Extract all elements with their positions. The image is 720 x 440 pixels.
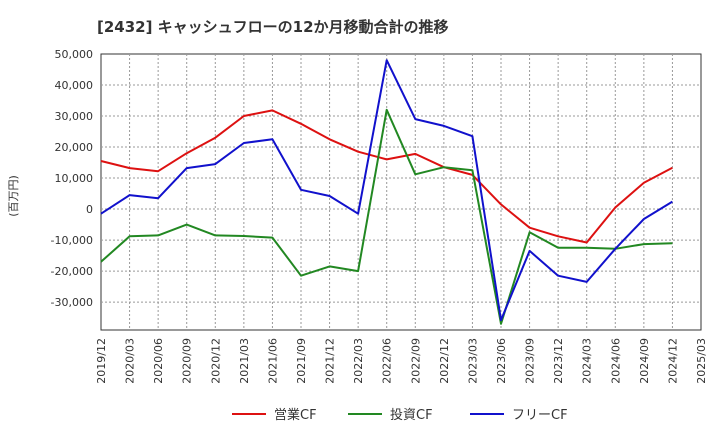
x-tick-label: 2020/09 <box>181 338 194 384</box>
x-tick-label: 2020/03 <box>124 338 137 384</box>
x-tick-label: 2022/06 <box>381 338 394 384</box>
x-tick-label: 2023/09 <box>524 338 537 384</box>
x-tick-label: 2024/09 <box>638 338 651 384</box>
x-tick-label: 2020/12 <box>209 338 222 384</box>
y-tick-label: 0 <box>86 203 93 216</box>
x-tick-label: 2024/12 <box>666 338 679 384</box>
y-tick-labels: 50,000 40,000 30,000 20,000 10,000 0 -10,000 -2… <box>51 48 93 309</box>
series-line <box>100 59 673 322</box>
x-tick-label: 2025/03 <box>695 338 708 384</box>
x-tick-label: 2023/03 <box>466 338 479 384</box>
x-tick-label: 2021/06 <box>266 338 279 384</box>
y-tick-label: 40,000 <box>55 79 94 92</box>
y-tick-label: 10,000 <box>55 172 94 185</box>
legend-label: 営業CF <box>274 407 317 423</box>
plot-frame <box>100 53 702 331</box>
series-line <box>100 109 673 244</box>
x-tick-label: 2024/06 <box>609 338 622 384</box>
series-lines <box>100 59 673 325</box>
grid-lines <box>101 54 701 330</box>
y-tick-label: 20,000 <box>55 141 94 154</box>
y-tick-label: 50,000 <box>55 48 94 61</box>
x-tick-label: 2019/12 <box>95 338 108 384</box>
y-tick-label: -30,000 <box>51 296 93 309</box>
y-axis-label: (百万円) <box>7 175 20 217</box>
x-tick-label: 2021/03 <box>238 338 251 384</box>
legend-label: フリーCF <box>512 408 568 423</box>
y-tick-label: -20,000 <box>51 265 93 278</box>
x-tick-label: 2023/12 <box>552 338 565 384</box>
x-tick-labels: 2019/12 2020/03 2020/06 2020/09 2020/12 2021/… <box>95 338 708 384</box>
series-line <box>100 108 673 325</box>
x-tick-label: 2021/09 <box>295 338 308 384</box>
x-tick-label: 2023/06 <box>495 338 508 384</box>
legend-label: 投資CF <box>390 407 433 423</box>
chart-title: [2432] キャッシュフローの12か月移動合計の推移 <box>97 18 449 36</box>
x-tick-label: 2022/03 <box>352 338 365 384</box>
x-tick-label: 2024/03 <box>581 338 594 384</box>
plot-area <box>100 53 702 331</box>
y-tick-label: -10,000 <box>51 234 93 247</box>
legend: 営業CF 投資CF フリーCF <box>232 407 568 423</box>
x-tick-label: 2020/06 <box>152 338 165 384</box>
y-tick-label: 30,000 <box>55 110 94 123</box>
x-tick-label: 2022/09 <box>409 338 422 384</box>
x-tick-label: 2021/12 <box>324 338 337 384</box>
x-tick-label: 2022/12 <box>438 338 451 384</box>
